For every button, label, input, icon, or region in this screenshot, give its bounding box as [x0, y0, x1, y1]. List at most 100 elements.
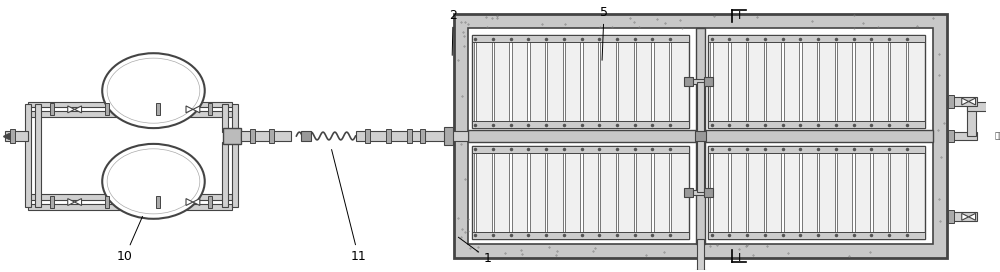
Bar — [852, 40, 855, 123]
Bar — [697, 239, 704, 272]
Bar — [870, 40, 873, 123]
Bar — [356, 131, 427, 141]
Bar — [156, 196, 160, 208]
Bar — [708, 146, 925, 153]
Polygon shape — [186, 199, 193, 205]
Bar — [25, 104, 31, 207]
Bar — [10, 129, 15, 143]
Bar — [708, 35, 925, 128]
Bar — [527, 151, 530, 234]
Bar — [468, 27, 933, 245]
Polygon shape — [962, 98, 969, 105]
Bar — [509, 40, 512, 123]
Bar — [888, 151, 890, 234]
Bar — [598, 40, 600, 123]
Bar — [781, 151, 784, 234]
Bar — [710, 151, 713, 234]
Bar — [28, 101, 232, 107]
Polygon shape — [193, 199, 200, 205]
Polygon shape — [75, 199, 82, 205]
Bar — [684, 77, 693, 86]
Bar — [728, 40, 731, 123]
Text: I: I — [738, 253, 741, 263]
Bar — [906, 40, 908, 123]
Bar — [710, 40, 713, 123]
Bar — [967, 102, 1000, 111]
Bar — [669, 151, 671, 234]
Bar — [28, 111, 232, 117]
Text: 1: 1 — [458, 237, 492, 265]
Bar — [669, 40, 671, 123]
Ellipse shape — [102, 144, 205, 219]
Bar — [454, 14, 947, 258]
Bar — [651, 151, 654, 234]
Polygon shape — [75, 106, 82, 113]
Bar — [563, 151, 565, 234]
Bar — [689, 79, 708, 84]
Bar — [35, 104, 41, 207]
Bar — [222, 104, 228, 132]
Bar — [474, 151, 476, 234]
Bar — [232, 104, 238, 132]
Text: 11: 11 — [332, 150, 366, 263]
Bar — [472, 121, 689, 128]
Bar — [563, 40, 565, 123]
Bar — [545, 151, 547, 234]
Bar — [616, 40, 618, 123]
Bar — [746, 151, 748, 234]
Bar — [764, 151, 766, 234]
Bar — [425, 131, 468, 141]
Bar — [5, 131, 28, 141]
Bar — [634, 40, 636, 123]
Bar — [492, 40, 494, 123]
Bar — [947, 97, 977, 106]
Bar — [708, 146, 925, 239]
Bar — [781, 40, 784, 123]
Bar — [799, 151, 802, 234]
Bar — [704, 77, 713, 86]
Bar — [948, 129, 954, 143]
Bar — [695, 270, 706, 272]
Bar — [852, 151, 855, 234]
Bar — [105, 103, 109, 115]
Bar — [28, 194, 232, 200]
Bar — [301, 131, 311, 141]
Bar — [241, 131, 291, 141]
Bar — [527, 40, 530, 123]
Bar — [509, 151, 512, 234]
Bar — [948, 211, 954, 223]
Bar — [708, 232, 925, 239]
Bar — [472, 35, 689, 42]
Polygon shape — [68, 199, 75, 205]
Bar — [105, 196, 109, 208]
Bar — [222, 142, 228, 207]
Bar — [545, 40, 547, 123]
Text: 2: 2 — [449, 9, 457, 55]
Text: 5: 5 — [600, 6, 608, 60]
Text: 10: 10 — [117, 217, 143, 263]
Text: I: I — [738, 11, 741, 21]
Bar — [728, 151, 731, 234]
Polygon shape — [962, 213, 969, 220]
Ellipse shape — [102, 53, 205, 128]
Bar — [472, 35, 689, 128]
Bar — [835, 151, 837, 234]
Bar — [269, 129, 274, 143]
Bar — [817, 151, 819, 234]
Bar — [616, 151, 618, 234]
Bar — [817, 40, 819, 123]
Bar — [764, 40, 766, 123]
Bar — [28, 204, 232, 210]
Bar — [407, 129, 412, 143]
Bar — [967, 106, 976, 136]
Bar — [386, 129, 391, 143]
Bar — [708, 121, 925, 128]
Bar — [156, 103, 160, 115]
Text: 出水: 出水 — [994, 131, 1000, 140]
Bar — [948, 95, 954, 108]
Polygon shape — [68, 106, 75, 113]
Bar — [444, 127, 453, 145]
Bar — [50, 103, 54, 115]
Bar — [420, 129, 425, 143]
Bar — [580, 151, 583, 234]
